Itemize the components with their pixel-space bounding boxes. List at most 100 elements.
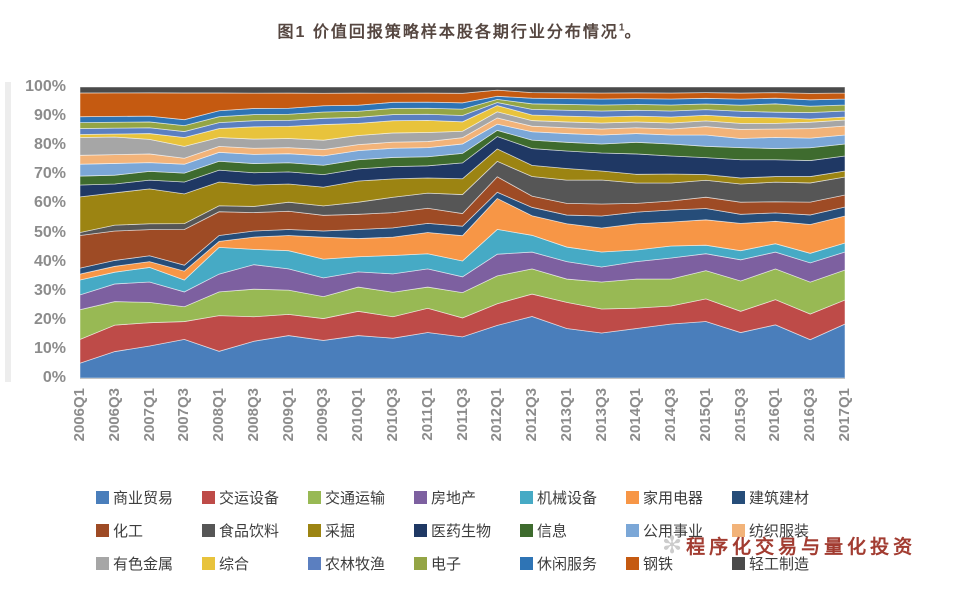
legend-item: 公用事业 [626, 519, 732, 541]
legend-swatch [414, 556, 427, 570]
x-tick-label: 2015Q1 [696, 388, 714, 442]
legend-label: 信息 [537, 522, 568, 540]
legend-label: 化工 [113, 522, 144, 540]
legend-swatch [96, 556, 109, 570]
legend-swatch [308, 523, 321, 537]
x-tick-label: 2006Q1 [71, 388, 88, 442]
legend-item: 商业贸易 [96, 486, 202, 508]
chart-title: 图1 价值回报策略样本股各期行业分布情况1。 [0, 18, 920, 42]
legend-swatch [202, 523, 215, 537]
legend-item: 休闲服务 [520, 552, 626, 574]
y-tick-label: 30% [33, 281, 66, 299]
x-tick-label: 2007Q3 [175, 388, 193, 442]
legend-item: 轻工制造 [732, 552, 838, 574]
legend-label: 家用电器 [643, 489, 704, 507]
legend-swatch [308, 556, 321, 570]
legend-item: 纺织服装 [732, 519, 838, 541]
legend-item: 信息 [520, 519, 626, 541]
legend-label: 休闲服务 [537, 555, 598, 573]
x-tick-label: 2014Q3 [662, 388, 680, 442]
legend-item: 建筑建材 [732, 486, 838, 508]
legend-item: 电子 [414, 552, 520, 574]
y-tick-label: 70% [33, 165, 66, 183]
legend-label: 轻工制造 [749, 555, 810, 573]
chart-title-text: 图1 价值回报策略样本股各期行业分布情况 [277, 24, 619, 41]
legend-swatch [626, 556, 639, 570]
x-tick-label: 2009Q1 [279, 388, 297, 442]
legend-item: 有色金属 [96, 552, 202, 574]
legend-label: 商业贸易 [113, 489, 174, 507]
legend-item: 农林牧渔 [308, 552, 414, 574]
legend-swatch [520, 490, 533, 504]
legend-swatch [96, 523, 109, 537]
x-tick-label: 2016Q1 [766, 388, 784, 442]
x-tick-label: 2011Q3 [453, 388, 471, 441]
legend-swatch [626, 523, 639, 537]
legend-label: 钢铁 [643, 555, 674, 573]
x-tick-label: 2010Q1 [349, 388, 367, 442]
legend-label: 交运设备 [219, 489, 280, 507]
legend-label: 交通运输 [325, 489, 386, 507]
legend-swatch [626, 490, 639, 504]
legend-label: 采掘 [325, 522, 356, 540]
legend-swatch [414, 490, 427, 504]
x-tick-label: 2010Q3 [383, 388, 401, 442]
x-tick-label: 2017Q1 [836, 388, 853, 442]
legend-label: 综合 [219, 555, 250, 573]
legend-swatch [202, 556, 215, 570]
legend-swatch [520, 556, 533, 570]
y-tick-label: 50% [33, 223, 66, 241]
legend-label: 医药生物 [431, 522, 492, 540]
area-chart-svg [80, 87, 845, 378]
y-tick-label: 40% [33, 252, 66, 270]
x-tick-label: 2016Q3 [801, 388, 819, 442]
sunburst-icon: ✻ [662, 531, 683, 559]
legend-label: 农林牧渔 [325, 555, 386, 573]
legend-item: 医药生物 [414, 519, 520, 541]
legend-swatch [308, 490, 321, 504]
legend-swatch [732, 556, 745, 570]
legend-item: 食品饮料 [202, 519, 308, 541]
legend-item: 房地产 [414, 486, 520, 508]
y-tick-label: 80% [33, 136, 66, 154]
y-tick-label: 90% [33, 107, 66, 125]
x-tick-label: 2009Q3 [314, 388, 332, 442]
x-tick-label: 2008Q1 [210, 388, 228, 442]
legend-swatch [414, 523, 427, 537]
legend: 商业贸易 交运设备 交通运输 房地产 机械设备 家用电器 建筑建材化工 食品饮料 采掘 医药生物 信… [96, 486, 838, 574]
legend-item: 交通运输 [308, 486, 414, 508]
x-tick-label: 2014Q1 [627, 388, 645, 442]
legend-label: 建筑建材 [749, 489, 810, 507]
x-tick-label: 2012Q1 [488, 388, 506, 442]
page-edge-strip [5, 82, 11, 382]
watermark: ✻ 程序化交易与量化投资 [662, 532, 916, 559]
x-tick-label: 2015Q3 [731, 388, 749, 442]
legend-swatch [732, 523, 745, 537]
y-tick-label: 10% [33, 339, 66, 357]
legend-item: 化工 [96, 519, 202, 541]
legend-item: 采掘 [308, 519, 414, 541]
legend-item: 综合 [202, 552, 308, 574]
legend-label: 房地产 [431, 489, 477, 507]
legend-swatch [520, 523, 533, 537]
legend-label: 公用事业 [643, 522, 704, 540]
y-tick-label: 100% [25, 78, 66, 95]
legend-swatch [202, 490, 215, 504]
x-tick-label: 2012Q3 [523, 388, 541, 442]
x-tick-label: 2013Q3 [592, 388, 610, 442]
y-tick-label: 20% [33, 310, 66, 328]
y-tick-label: 60% [33, 194, 66, 212]
y-tick-label: 0% [42, 369, 66, 386]
legend-label: 纺织服装 [749, 522, 810, 540]
legend-item: 钢铁 [626, 552, 732, 574]
legend-label: 机械设备 [537, 489, 598, 507]
legend-swatch [732, 490, 745, 504]
area-series-轻工制造 [80, 87, 845, 94]
x-tick-label: 2007Q1 [140, 388, 158, 442]
legend-label: 有色金属 [113, 555, 174, 573]
x-tick-label: 2011Q1 [418, 388, 436, 441]
legend-item: 交运设备 [202, 486, 308, 508]
x-tick-label: 2013Q1 [557, 388, 575, 442]
x-tick-label: 2008Q3 [244, 388, 262, 442]
chart-title-tail: 。 [624, 24, 643, 41]
